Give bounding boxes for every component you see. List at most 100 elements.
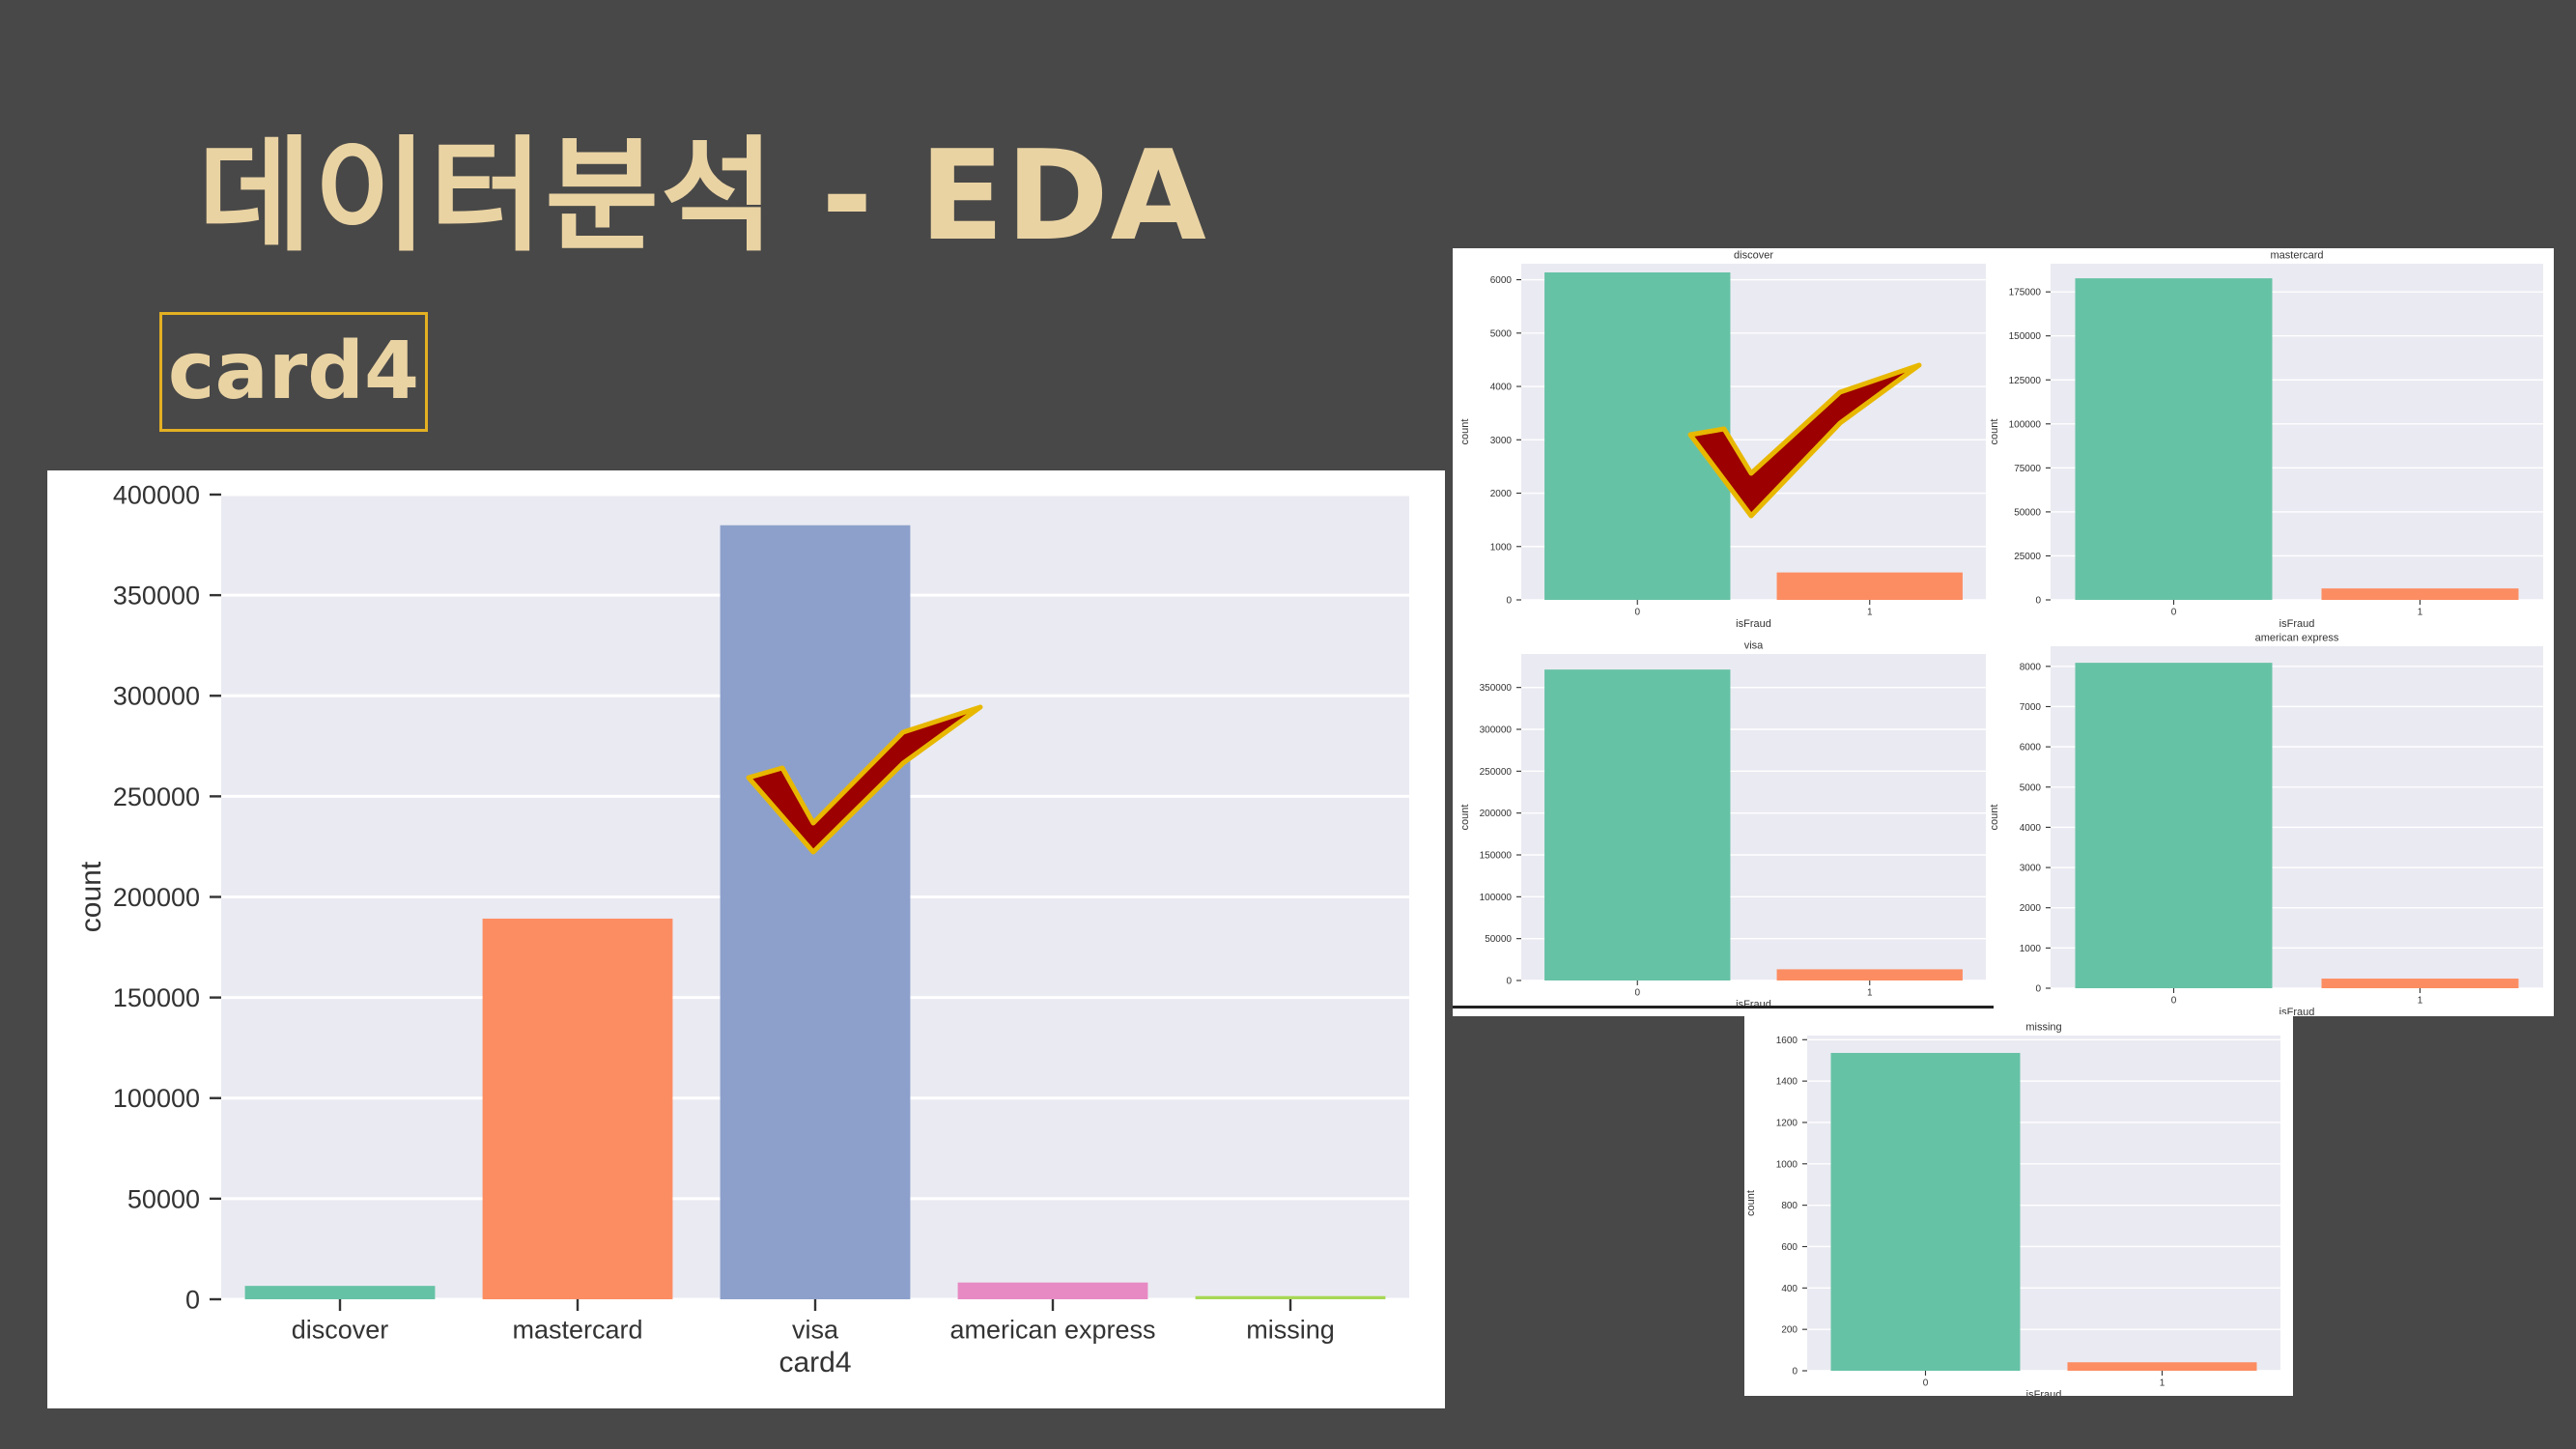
ytick-label: 175000 [2009,288,2042,298]
ytick-label: 4000 [2020,823,2042,834]
ytick-label: 400 [1781,1284,1798,1294]
ytick-label: 0 [1506,596,1512,607]
ytick-label: 2000 [1490,489,1513,499]
main-chart-panel: 0 50000 100000 150000 200000 250000 300000 3500… [47,470,1445,1408]
ytick-label: 1000 [1776,1159,1798,1170]
x-axis-label: card4 [778,1347,851,1378]
bar-0 [1544,669,1731,980]
ytick-label: 3000 [1490,436,1513,446]
chart-title: american express [2255,633,2339,644]
xtick-label: american express [949,1315,1155,1344]
section-tag-label: card4 [167,326,420,417]
bar-1 [2321,588,2519,600]
bar-0 [1830,1052,2021,1371]
bar-mastercard [482,918,673,1299]
xtick-label: 1 [2160,1378,2166,1389]
ytick-label: 5000 [1490,328,1513,339]
ytick-label: 350000 [113,582,200,611]
y-axis-label: count [1745,1190,1757,1216]
chart-title: missing [2025,1022,2061,1034]
ytick-label: 8000 [2020,662,2042,672]
ytick-label: 2000 [2020,903,2042,914]
xtick-label: 1 [2418,608,2423,618]
y-axis-label: count [75,861,107,932]
ytick-label: 6000 [2020,743,2042,753]
ytick-label: 150000 [113,983,200,1012]
ytick-label: 1000 [1490,542,1513,553]
ytick-label: 100000 [1480,893,1513,903]
x-axis-label: isFraud [2279,618,2315,630]
ytick-label: 1200 [1776,1118,1798,1128]
chart-4: 0 1000 2000 3000 4000 5000 6000 7000 8000 0 1 isFra… [1989,633,2543,1016]
ytick-label: 3000 [2020,864,2042,874]
xtick-label: discover [292,1315,389,1344]
xtick-label: 1 [1867,988,1873,999]
bar-american-express [957,1282,1148,1299]
bar-discover [244,1286,436,1299]
xtick-label: 0 [2171,608,2177,618]
ytick-label: 200 [1781,1325,1798,1336]
ytick-label: 25000 [2014,552,2041,562]
ytick-label: 200000 [1480,809,1513,819]
bar-visa [720,525,911,1299]
ytick-label: 1600 [1776,1036,1798,1046]
bar-1 [1776,969,1963,980]
xtick-label: 1 [2418,996,2423,1007]
y-axis-label: count [1989,419,2000,445]
bar-0 [2075,663,2273,988]
chart-0: 0 50000 100000 150000 200000 250000 300000 3500… [75,480,1409,1378]
bar-1 [1776,572,1963,600]
ytick-label: 125000 [2009,376,2042,386]
bar-missing [1195,1295,1386,1299]
chart-title: mastercard [2270,250,2323,262]
ytick-label: 50000 [127,1184,200,1213]
x-axis-label: isFraud [1736,618,1771,630]
panel-divider-line [1453,1006,1994,1009]
xtick-label: mastercard [512,1315,642,1344]
ytick-label: 75000 [2014,464,2041,474]
xtick-label: visa [792,1315,839,1344]
ytick-label: 600 [1781,1242,1798,1253]
fraud-subplots-panel: 0 1000 2000 3000 4000 5000 6000 0 1 isFraud count d… [1453,248,2554,1016]
ytick-label: 1400 [1776,1077,1798,1088]
y-axis-label: count [1459,419,1471,445]
ytick-label: 800 [1781,1201,1798,1211]
bar-0 [1544,272,1731,600]
bar-1 [2067,1362,2257,1371]
ytick-label: 0 [2035,984,2041,995]
ytick-label: 250000 [113,782,200,811]
x-axis-label: isFraud [2279,1007,2315,1016]
ytick-label: 1000 [2020,944,2042,954]
ytick-label: 0 [185,1285,200,1314]
ytick-label: 100000 [113,1084,200,1113]
xtick-label: 1 [1867,608,1873,618]
slide-title: 데이터분석 - EDA [198,125,1208,269]
chart-title: discover [1734,250,1773,262]
missing-subplot-panel: 0 200 400 600 800 1000 1200 1400 1600 0 1 isFraud co… [1744,1014,2293,1396]
section-tag: card4 [159,312,428,432]
x-axis-label: isFraud [2026,1389,2062,1396]
card4-count-chart: 0 50000 100000 150000 200000 250000 300000 3500… [75,480,1409,1378]
ytick-label: 150000 [1480,851,1513,862]
xtick-label: 0 [2171,996,2177,1007]
ytick-label: 0 [2035,596,2041,607]
xtick-label: 0 [1634,608,1640,618]
chart-1: 0 1000 2000 3000 4000 5000 6000 0 1 isFraud count d… [1459,250,1986,630]
ytick-label: 300000 [113,682,200,711]
chart-title: visa [1744,640,1764,652]
ytick-label: 350000 [1480,683,1513,694]
ytick-label: 5000 [2020,782,2042,793]
chart-3: 0 50000 100000 150000 200000 250000 300000 3500… [1459,640,1986,1010]
ytick-label: 250000 [1480,767,1513,778]
ytick-label: 50000 [2014,507,2041,518]
ytick-label: 7000 [2020,702,2042,713]
ytick-label: 100000 [2009,419,2042,430]
ytick-label: 150000 [2009,331,2042,342]
bar-0 [2075,278,2273,600]
chart-5: 0 200 400 600 800 1000 1200 1400 1600 0 1 isFraud co… [1745,1022,2280,1396]
ytick-label: 400000 [113,480,200,509]
ytick-label: 50000 [1485,934,1512,945]
ytick-label: 6000 [1490,275,1513,286]
xtick-label: 0 [1634,988,1640,999]
